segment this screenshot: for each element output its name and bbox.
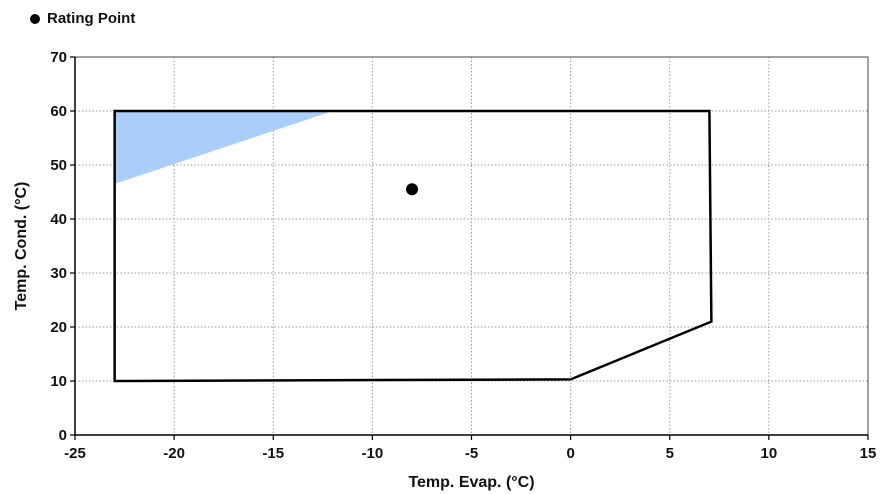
x-tick-label: -15: [262, 445, 284, 462]
x-tick-label: -10: [362, 445, 384, 462]
y-tick-label: 60: [50, 103, 67, 120]
x-tick-label: -20: [163, 445, 185, 462]
y-tick-label: 70: [50, 49, 67, 66]
y-tick-label: 0: [59, 427, 67, 444]
rating-point-legend-marker: [30, 13, 40, 24]
legend-label: Rating Point: [47, 10, 136, 27]
y-tick-label: 30: [50, 265, 67, 282]
x-axis-title: Temp. Evap. (°C): [408, 474, 534, 491]
y-axis-title: Temp. Cond. (°C): [13, 182, 30, 311]
legend: Rating Point: [30, 10, 135, 27]
rating-point-marker: [406, 183, 419, 196]
shaded-region: [114, 111, 333, 184]
y-tick-labels: 0 10 20 30 40 50 60 70: [50, 49, 67, 444]
x-tick-label: 10: [761, 445, 778, 462]
tick-marks: [70, 56, 869, 440]
operating-envelope: [113, 109, 713, 383]
x-tick-labels: -25 -20 -15 -10 -5 0 5 10 15: [64, 445, 876, 462]
x-tick-label: -25: [64, 445, 86, 462]
x-tick-label: 5: [666, 445, 674, 462]
data-points: [406, 183, 419, 196]
x-tick-label: 15: [860, 445, 877, 462]
y-tick-label: 50: [50, 157, 67, 174]
x-tick-label: -5: [465, 445, 478, 462]
x-tick-label: 0: [566, 445, 574, 462]
y-tick-label: 20: [50, 319, 67, 336]
y-tick-label: 10: [50, 373, 67, 390]
y-tick-label: 40: [50, 211, 67, 228]
